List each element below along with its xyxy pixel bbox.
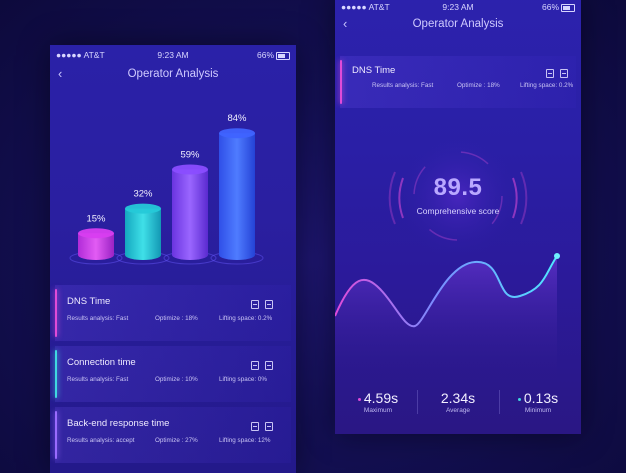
lifting-space: Lifting space: 0.2%: [520, 82, 574, 89]
carrier-label: ●●●●● AT&T: [341, 2, 390, 12]
back-button[interactable]: ‹: [343, 16, 348, 31]
bar-cap: [78, 228, 114, 239]
optimize-value: Optimize : 27%: [155, 437, 198, 444]
bar-2: 32%: [116, 189, 170, 265]
average-value: 2.34s: [440, 390, 476, 406]
bar-body: [219, 133, 255, 260]
optimize-value: Optimize : 18%: [457, 82, 500, 89]
score-value: 89.5: [433, 174, 483, 201]
score-gauge: [388, 134, 528, 258]
back-button[interactable]: ‹: [58, 66, 63, 81]
bar-chart: 15% 32% 59% 84%: [69, 113, 264, 265]
stat-maximum: 4.59s Maximum: [343, 390, 413, 414]
card-accent: [55, 289, 57, 337]
card-actions: [245, 418, 273, 436]
bar-cap: [125, 203, 161, 214]
bar-value-label: 84%: [227, 113, 247, 124]
minimum-dot: [517, 397, 521, 401]
card-title: DNS Time: [67, 296, 111, 307]
stat-minimum: 0.13s Minimum: [503, 390, 573, 414]
document-icon[interactable]: [265, 422, 273, 431]
score-wave-chart: [335, 253, 560, 384]
card-title: DNS Time: [352, 65, 396, 76]
minimum-value: 0.13s: [523, 390, 559, 406]
metric-card-backend-response[interactable]: Back-end response time Results analysis:…: [55, 407, 291, 463]
status-time: 9:23 AM: [157, 50, 189, 60]
metric-card-dns-time[interactable]: DNS Time Results analysis: Fast Optimize…: [55, 285, 291, 341]
bar-cap: [172, 164, 208, 175]
status-time: 9:23 AM: [442, 2, 474, 12]
card-title: Connection time: [67, 357, 136, 368]
optimize-value: Optimize : 10%: [155, 376, 198, 383]
stat-average: 2.34s Average: [423, 390, 493, 414]
score-label: Comprehensive score: [416, 206, 500, 216]
lifting-space: Lifting space: 0.2%: [219, 315, 273, 322]
battery-icon: [276, 51, 290, 60]
results-analysis: Results analysis: Fast: [372, 82, 434, 89]
copy-icon[interactable]: [546, 69, 554, 78]
optimize-value: Optimize : 18%: [155, 315, 198, 322]
maximum-label: Maximum: [363, 407, 393, 414]
nav-bar: ‹ Operator Analysis: [335, 16, 581, 34]
lifting-space: Lifting space: 12%: [219, 437, 271, 444]
metric-card-connection-time[interactable]: Connection time Results analysis: Fast O…: [55, 346, 291, 402]
average-label: Average: [445, 407, 471, 414]
wave-end-point: [554, 253, 560, 259]
card-actions: [245, 296, 273, 314]
results-analysis: Results analysis: Fast: [67, 376, 129, 383]
copy-icon[interactable]: [251, 300, 259, 309]
battery-indicator: 66%: [257, 50, 290, 60]
card-actions: [540, 65, 568, 83]
bar-4: 84%: [210, 113, 264, 265]
maximum-value: 4.59s: [363, 390, 399, 406]
bar-3: 59%: [163, 149, 217, 265]
metric-card-dns-time[interactable]: DNS Time Results analysis: Fast Optimize…: [340, 56, 576, 108]
stat-divider: [499, 390, 500, 414]
right-phone-screen: ●●●●● AT&T 9:23 AM 66% ‹ Operator Analys…: [335, 0, 581, 434]
carrier-label: ●●●●● AT&T: [56, 50, 105, 60]
page-title: Operator Analysis: [412, 18, 504, 30]
card-accent: [55, 350, 57, 398]
left-phone-screen: ●●●●● AT&T 9:23 AM 66% ‹ Operator Analys…: [50, 45, 296, 473]
document-icon[interactable]: [560, 69, 568, 78]
status-bar: ●●●●● AT&T 9:23 AM 66%: [50, 48, 296, 62]
battery-percent: 66%: [256, 50, 274, 60]
card-actions: [245, 357, 273, 375]
results-analysis: Results analysis: accept: [67, 437, 135, 444]
maximum-dot: [357, 397, 361, 401]
results-analysis: Results analysis: Fast: [67, 315, 129, 322]
bar-value-label: 59%: [180, 149, 200, 160]
bar-value-label: 32%: [133, 189, 153, 200]
lifting-space: Lifting space: 0%: [219, 376, 267, 383]
nav-bar: ‹ Operator Analysis: [50, 66, 296, 84]
bar-body: [78, 233, 114, 260]
battery-icon: [561, 3, 575, 12]
copy-icon[interactable]: [251, 361, 259, 370]
card-accent: [340, 60, 342, 104]
page-title: Operator Analysis: [127, 68, 219, 80]
copy-icon[interactable]: [251, 422, 259, 431]
card-title: Back-end response time: [67, 418, 170, 429]
stat-divider: [417, 390, 418, 414]
bar-value-label: 15%: [86, 213, 106, 224]
document-icon[interactable]: [265, 361, 273, 370]
bar-body: [172, 169, 208, 260]
battery-indicator: 66%: [542, 2, 575, 12]
bar-1: 15%: [69, 213, 123, 265]
minimum-label: Minimum: [524, 407, 552, 414]
document-icon[interactable]: [265, 300, 273, 309]
bar-body: [125, 208, 161, 260]
bar-cap: [219, 128, 255, 139]
battery-percent: 66%: [541, 2, 559, 12]
card-accent: [55, 411, 57, 459]
status-bar: ●●●●● AT&T 9:23 AM 66%: [335, 0, 581, 14]
